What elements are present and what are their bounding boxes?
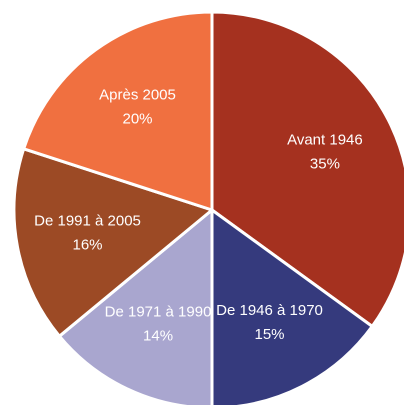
slice-value-label: 35% — [310, 155, 340, 172]
slice-value-label: 20% — [123, 110, 153, 127]
slice-value-label: 14% — [143, 328, 173, 345]
slice-label: Avant 1946 — [287, 131, 363, 148]
pie-slice — [12, 147, 214, 338]
pie-slice — [210, 10, 404, 328]
slice-label: De 1946 à 1970 — [216, 302, 323, 319]
pie-slice — [210, 208, 374, 405]
slice-value-label: 15% — [255, 326, 285, 343]
pie-slice — [57, 208, 214, 405]
slice-label: Après 2005 — [99, 86, 176, 103]
pie-slice — [22, 10, 214, 212]
slice-label: De 1971 à 1990 — [105, 304, 212, 321]
slice-value-label: 16% — [73, 237, 103, 254]
slice-label: De 1991 à 2005 — [34, 213, 141, 230]
